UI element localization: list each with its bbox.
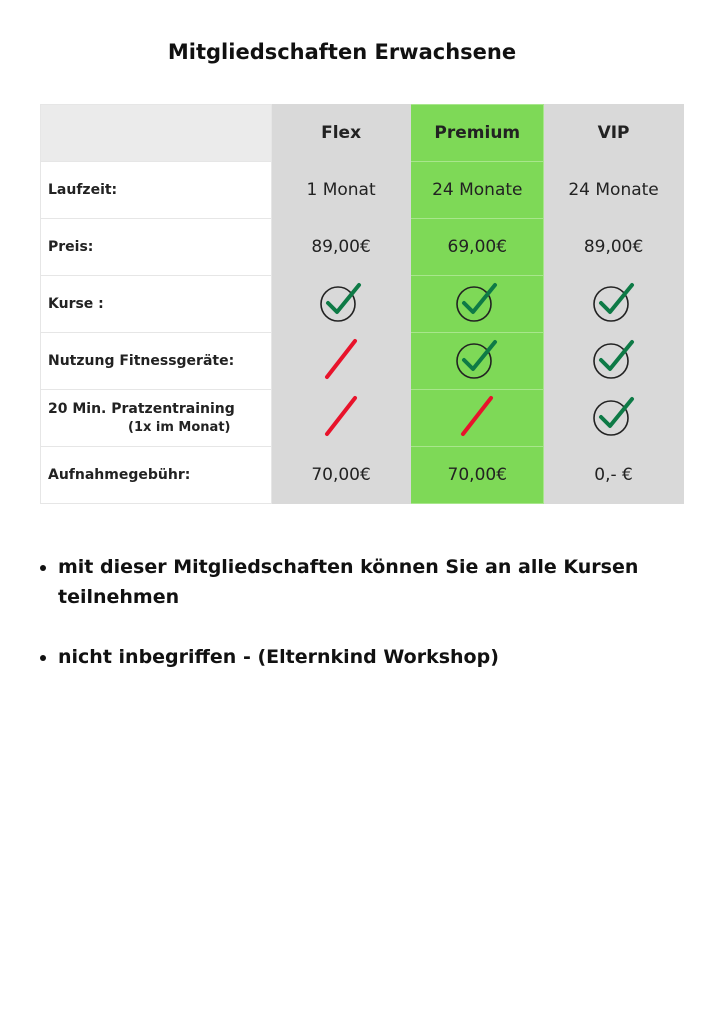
column-premium: Premium <box>410 104 545 162</box>
row-label: Aufnahmegebühr: <box>40 446 272 504</box>
cell-value: 24 Monate <box>543 161 684 219</box>
cell-value: 1 Monat <box>270 161 412 219</box>
row-label: Laufzeit: <box>40 161 272 219</box>
cell-value: 24 Monate <box>410 161 545 219</box>
cell-icon <box>410 275 545 333</box>
slash-cross-icon <box>321 338 361 386</box>
page-title: Mitgliedschaften Erwachsene <box>167 40 517 64</box>
check-circle-icon <box>455 339 499 386</box>
cell-icon <box>270 332 412 390</box>
header-empty <box>40 104 272 162</box>
cell-icon <box>410 389 545 447</box>
cell-icon <box>410 332 545 390</box>
cell-icon <box>270 389 412 447</box>
column-vip: VIP <box>543 104 684 162</box>
header-row: Flex Premium VIP <box>40 104 684 162</box>
cell-icon <box>543 275 684 333</box>
row-label-text: 20 Min. Pratzentraining <box>48 401 235 417</box>
row-label-text: Preis: <box>48 239 94 255</box>
row-label: Nutzung Fitnessgeräte: <box>40 332 272 390</box>
note-item: nicht inbegriffen - (Elternkind Workshop… <box>58 642 698 672</box>
table-row: Nutzung Fitnessgeräte: <box>40 332 684 390</box>
slash-cross-icon <box>457 395 497 443</box>
row-label-text: Aufnahmegebühr: <box>48 467 191 483</box>
cell-value: 89,00€ <box>543 218 684 276</box>
check-circle-icon <box>592 282 636 329</box>
table-row: Laufzeit: 1 Monat 24 Monate 24 Monate <box>40 161 684 219</box>
table-row: Kurse : <box>40 275 684 333</box>
membership-table: Flex Premium VIP Laufzeit: 1 Monat 24 Mona… <box>40 104 684 504</box>
row-label: Preis: <box>40 218 272 276</box>
cell-value: 0,- € <box>543 446 684 504</box>
table-row: Aufnahmegebühr: 70,00€ 70,00€ 0,- € <box>40 446 684 504</box>
row-sublabel: (1x im Monat) <box>128 420 231 435</box>
row-label-text: Nutzung Fitnessgeräte: <box>48 353 235 369</box>
slash-cross-icon <box>321 395 361 443</box>
cell-icon <box>543 332 684 390</box>
note-item: mit dieser Mitgliedschaften können Sie a… <box>58 552 698 612</box>
cell-value: 70,00€ <box>410 446 545 504</box>
cell-value: 69,00€ <box>410 218 545 276</box>
cell-value: 70,00€ <box>270 446 412 504</box>
table-row: 20 Min. Pratzentraining (1x im Monat) <box>40 389 684 447</box>
check-circle-icon <box>319 282 363 329</box>
cell-icon <box>543 389 684 447</box>
check-circle-icon <box>592 339 636 386</box>
notes-list: mit dieser Mitgliedschaften können Sie a… <box>30 552 698 702</box>
row-label: Kurse : <box>40 275 272 333</box>
row-label-text: Laufzeit: <box>48 182 118 198</box>
cell-icon <box>270 275 412 333</box>
row-label-text: Kurse : <box>48 296 104 312</box>
check-circle-icon <box>592 396 636 443</box>
check-circle-icon <box>455 282 499 329</box>
column-flex: Flex <box>270 104 412 162</box>
cell-value: 89,00€ <box>270 218 412 276</box>
row-label: 20 Min. Pratzentraining (1x im Monat) <box>40 389 272 447</box>
table-row: Preis: 89,00€ 69,00€ 89,00€ <box>40 218 684 276</box>
